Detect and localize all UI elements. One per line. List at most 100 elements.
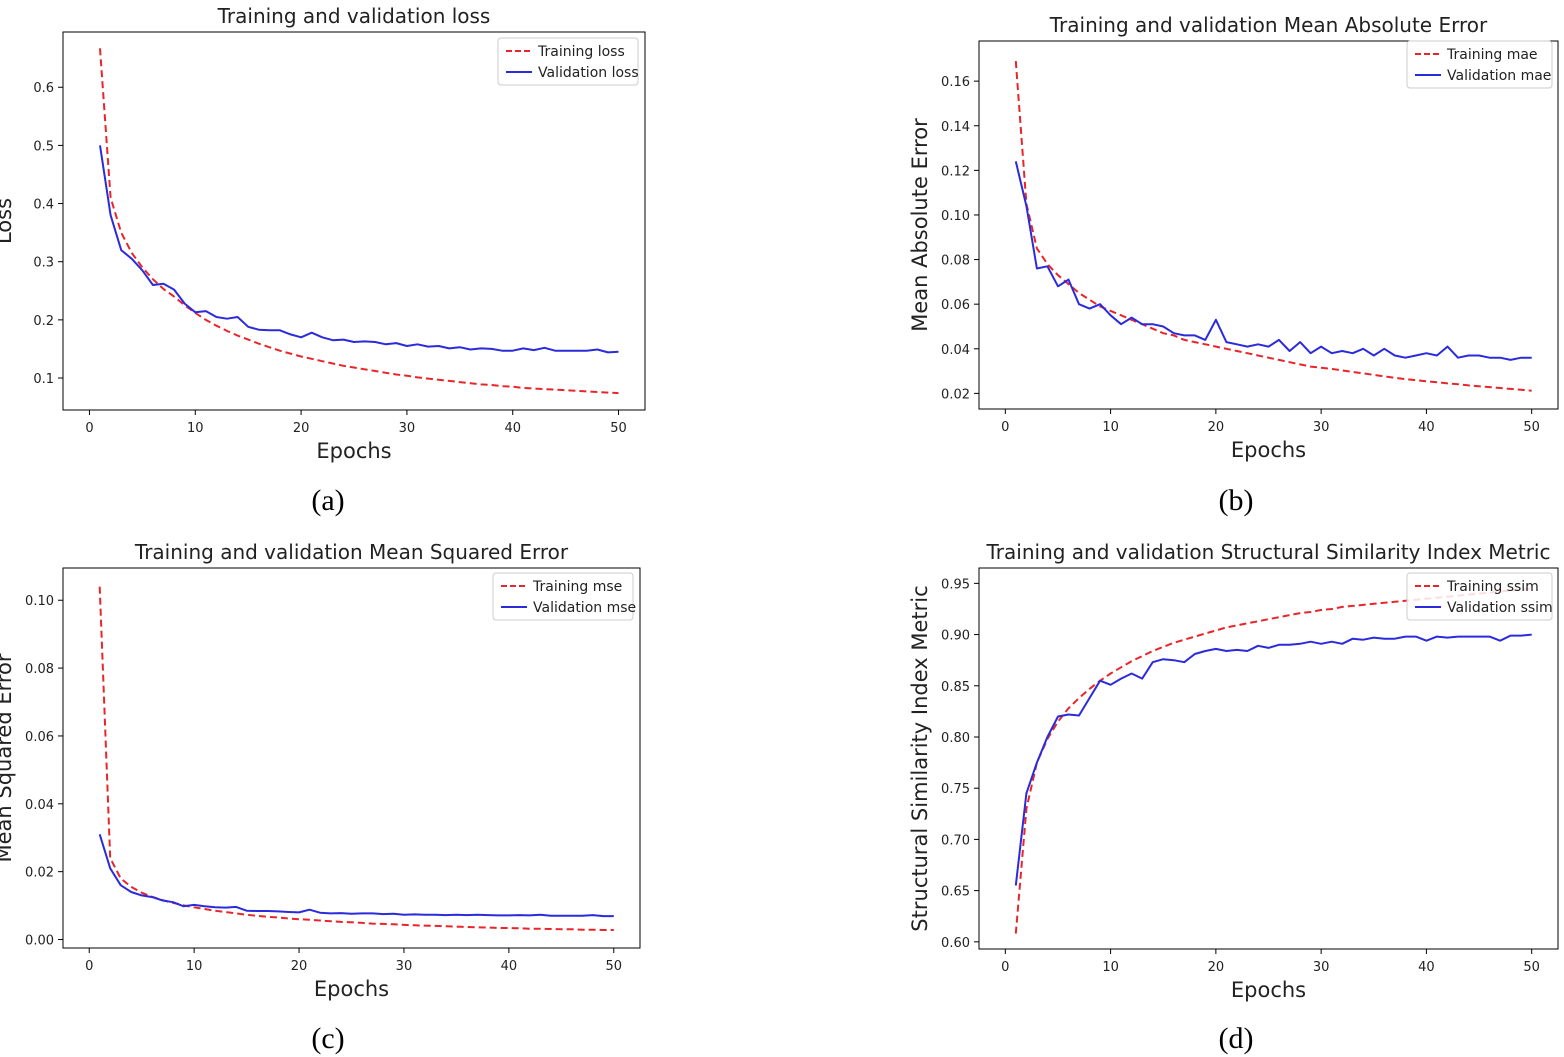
- x-axis-label: Epochs: [314, 977, 389, 1001]
- y-tick-label: 0.10: [941, 209, 970, 224]
- series-line-validation-loss: [99, 145, 619, 354]
- y-tick-label: 0.60: [941, 936, 970, 951]
- y-tick-label: 0.04: [25, 798, 54, 813]
- y-tick-label: 0.65: [941, 885, 970, 900]
- x-tick-label: 0: [85, 421, 93, 436]
- x-tick-label: 30: [399, 421, 416, 436]
- y-tick-label: 0.08: [941, 254, 970, 269]
- legend-entry: Training mse: [532, 579, 622, 595]
- chart-title: Training and validation Structural Simil…: [986, 540, 1551, 564]
- y-tick-label: 0.10: [25, 594, 54, 609]
- y-tick-label: 0.6: [33, 81, 54, 96]
- panel-label-c: (c): [311, 1022, 345, 1055]
- x-tick-label: 10: [187, 421, 204, 436]
- x-tick-label: 20: [293, 421, 310, 436]
- y-tick-label: 0.1: [33, 372, 54, 387]
- y-tick-label: 0.80: [941, 731, 970, 746]
- x-tick-label: 30: [1313, 420, 1330, 435]
- y-tick-label: 0.85: [941, 680, 970, 695]
- chart-title: Training and validation Mean Squared Err…: [134, 540, 569, 564]
- y-tick-label: 0.12: [941, 164, 970, 179]
- y-axis-label: Mean Absolute Error: [908, 118, 932, 332]
- series-line-validation-mae: [1014, 161, 1532, 361]
- legend-entry: Training mae: [1446, 47, 1538, 63]
- y-tick-label: 0.06: [25, 730, 54, 745]
- y-tick-label: 0.08: [25, 662, 54, 677]
- x-tick-label: 20: [1208, 420, 1225, 435]
- legend: Training ssim Validation ssim: [1406, 572, 1553, 621]
- series-line-training-loss: [99, 48, 619, 395]
- x-tick-label: 30: [1313, 960, 1330, 975]
- x-tick-label: 40: [1418, 960, 1435, 975]
- plot-frame: [62, 31, 646, 411]
- y-tick-label: 0.3: [33, 256, 54, 271]
- series-line-training-ssim: [1014, 587, 1532, 934]
- legend-entry: Validation mse: [533, 600, 636, 616]
- y-tick-label: 0.02: [25, 866, 54, 881]
- x-axis-label: Epochs: [316, 439, 391, 463]
- series-line-training-mae: [1014, 61, 1532, 392]
- chart-2: Training and validation Mean Absolute Er…: [908, 13, 1559, 462]
- x-tick-label: 40: [504, 421, 521, 436]
- series-line-validation-ssim: [1014, 633, 1532, 886]
- y-tick-label: 0.14: [941, 120, 970, 135]
- y-axis-label: Structural Similarity Index Metric: [908, 585, 932, 931]
- panel-label-b: (b): [1218, 484, 1254, 517]
- y-tick-label: 0.06: [941, 298, 970, 313]
- x-tick-label: 0: [1001, 960, 1009, 975]
- legend-box: [497, 37, 639, 86]
- x-axis-label: Epochs: [1231, 438, 1306, 462]
- y-axis-label: Mean Squared Error: [0, 653, 16, 862]
- legend-entry: Training loss: [537, 44, 625, 60]
- y-tick-label: 0.00: [25, 934, 54, 949]
- plot-frame: [978, 567, 1559, 950]
- legend: Training loss Validation loss: [497, 37, 639, 86]
- legend-entry: Validation loss: [538, 65, 639, 81]
- chart-3: Training and validation Mean Squared Err…: [0, 540, 641, 1001]
- x-tick-label: 10: [1102, 420, 1119, 435]
- legend-entry: Training ssim: [1446, 579, 1539, 595]
- legend-entry: Validation ssim: [1447, 600, 1553, 616]
- plot-frame: [978, 40, 1559, 410]
- chart-1: Training and validation loss 0 10 20 30 40 50 0…: [0, 4, 646, 463]
- x-tick-label: 40: [501, 959, 518, 974]
- x-tick-label: 10: [186, 959, 203, 974]
- plot-frame: [62, 567, 641, 949]
- y-tick-label: 0.95: [941, 577, 970, 592]
- x-tick-label: 10: [1102, 960, 1119, 975]
- x-tick-label: 40: [1418, 420, 1435, 435]
- x-tick-label: 50: [605, 959, 622, 974]
- panel-label-a: (a): [311, 484, 345, 517]
- y-tick-label: 0.75: [941, 782, 970, 797]
- x-axis-label: Epochs: [1231, 978, 1306, 1002]
- y-axis-label: Loss: [0, 198, 16, 244]
- y-tick-label: 0.5: [33, 139, 54, 154]
- y-tick-label: 0.90: [941, 629, 970, 644]
- x-tick-label: 20: [291, 959, 308, 974]
- x-tick-label: 50: [1523, 420, 1540, 435]
- x-tick-label: 30: [396, 959, 413, 974]
- legend-box: [492, 572, 634, 621]
- legend: Training mae Validation mae: [1406, 40, 1553, 89]
- chart-4: Training and validation Structural Simil…: [908, 540, 1559, 1002]
- x-tick-label: 20: [1208, 960, 1225, 975]
- y-tick-label: 0.70: [941, 833, 970, 848]
- x-tick-label: 0: [85, 959, 93, 974]
- panel-label-d: (d): [1218, 1022, 1254, 1055]
- legend-box: [1406, 40, 1553, 89]
- y-tick-label: 0.16: [941, 75, 970, 90]
- legend: Training mse Validation mse: [492, 572, 636, 621]
- series-line-training-mse: [98, 586, 614, 931]
- legend-entry: Validation mae: [1447, 68, 1551, 84]
- y-tick-label: 0.04: [941, 343, 970, 358]
- x-tick-label: 50: [610, 421, 627, 436]
- x-tick-label: 50: [1523, 960, 1540, 975]
- chart-title: Training and validation loss: [217, 4, 491, 28]
- chart-title: Training and validation Mean Absolute Er…: [1049, 13, 1488, 37]
- series-line-validation-mse: [98, 834, 614, 918]
- y-tick-label: 0.4: [33, 198, 54, 213]
- x-tick-label: 0: [1001, 420, 1009, 435]
- legend-box: [1406, 572, 1553, 621]
- y-tick-label: 0.2: [33, 314, 54, 329]
